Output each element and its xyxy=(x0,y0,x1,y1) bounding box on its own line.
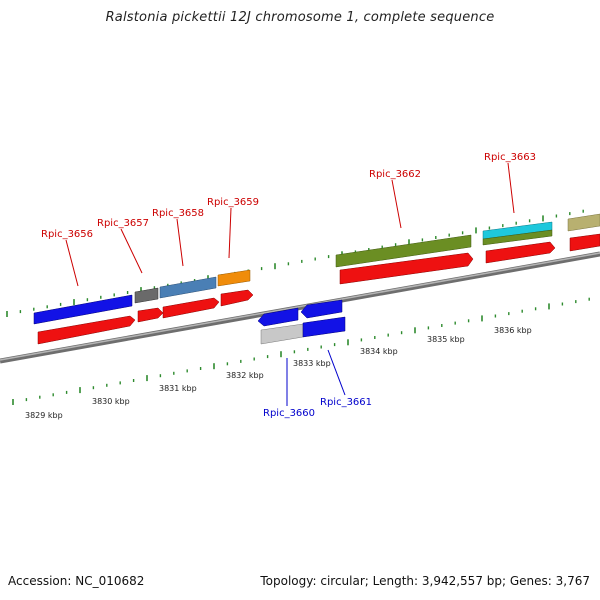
cds-arrow[interactable] xyxy=(37,315,136,345)
gene-leader-lines xyxy=(65,162,515,406)
cds-arrow[interactable] xyxy=(162,297,220,319)
cds-arrow[interactable] xyxy=(137,307,164,323)
gene-label[interactable]: Rpic_3662 xyxy=(369,169,421,180)
cds-arrow-reverse[interactable] xyxy=(300,299,343,319)
gene-label[interactable]: Rpic_3661 xyxy=(320,397,372,408)
map-title: Ralstonia pickettii 12J chromosome 1, co… xyxy=(105,10,495,25)
scale-labels: 3829 kbp 3830 kbp 3831 kbp 3832 kbp 3833… xyxy=(25,326,532,420)
leader-line xyxy=(65,239,79,287)
feature-bar-olive[interactable] xyxy=(335,234,472,268)
leader-line xyxy=(120,228,143,274)
leader-line xyxy=(228,207,232,259)
gene-label[interactable]: Rpic_3656 xyxy=(41,229,93,240)
scale-label: 3831 kbp xyxy=(159,384,197,393)
gene-label[interactable]: Rpic_3657 xyxy=(97,218,149,229)
leader-line xyxy=(327,349,346,396)
cds-track-upper xyxy=(37,233,600,345)
feature-track-upper xyxy=(33,213,600,325)
scale-label: 3830 kbp xyxy=(92,397,130,406)
scale-label: 3834 kbp xyxy=(360,347,398,356)
scale-label: 3829 kbp xyxy=(25,411,63,420)
feature-bar-gray[interactable] xyxy=(134,287,159,304)
scale-label: 3836 kbp xyxy=(494,326,532,335)
gene-label[interactable]: Rpic_3658 xyxy=(152,208,204,219)
leader-line xyxy=(507,162,515,214)
lower-tick-row xyxy=(12,297,590,405)
feature-bar-blue[interactable] xyxy=(33,294,133,325)
cds-arrow[interactable] xyxy=(569,233,600,252)
leader-line xyxy=(391,179,402,229)
accession-text: Accession: NC_010682 xyxy=(8,574,145,588)
feature-track-lower xyxy=(257,299,346,345)
scale-label: 3832 kbp xyxy=(226,371,264,380)
genome-summary-text: Topology: circular; Length: 3,942,557 bp… xyxy=(260,574,590,588)
feature-bar-khaki[interactable] xyxy=(567,213,600,232)
feature-bar-olive-small[interactable] xyxy=(482,229,553,246)
cds-arrow[interactable] xyxy=(339,252,474,285)
gene-label[interactable]: Rpic_3663 xyxy=(484,152,536,163)
chromosome-backbone xyxy=(0,251,600,364)
scale-label: 3833 kbp xyxy=(293,359,331,368)
cds-arrow[interactable] xyxy=(220,289,254,307)
feature-bar-orange[interactable] xyxy=(217,269,251,287)
feature-bar-steelblue[interactable] xyxy=(159,276,217,299)
feature-bar-blue-lower[interactable] xyxy=(302,316,346,338)
gene-label[interactable]: Rpic_3659 xyxy=(207,197,259,208)
cds-arrow[interactable] xyxy=(485,241,556,264)
leader-line xyxy=(176,218,184,267)
scale-label: 3835 kbp xyxy=(427,335,465,344)
cds-arrow-reverse[interactable] xyxy=(257,307,299,327)
feature-bar-lightgray[interactable] xyxy=(260,323,304,345)
upper-tick-row xyxy=(6,209,584,317)
gene-label[interactable]: Rpic_3660 xyxy=(263,408,315,419)
gene-labels: Rpic_3656 Rpic_3657 Rpic_3658 Rpic_3659 … xyxy=(41,152,536,419)
